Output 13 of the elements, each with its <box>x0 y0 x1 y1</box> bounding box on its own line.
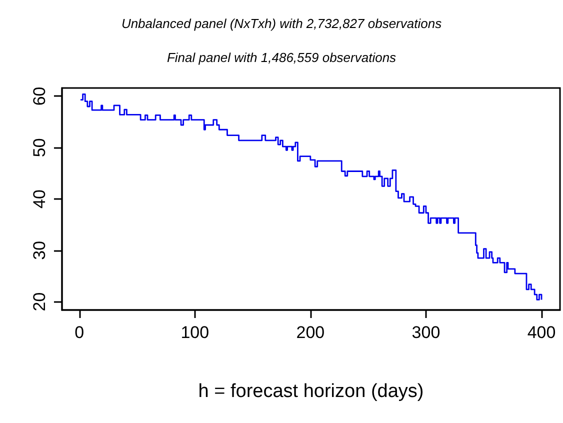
x-tick-label: 200 <box>296 323 325 342</box>
x-axis-title: h = forecast horizon (days) <box>198 381 424 402</box>
y-tick-label: 50 <box>30 138 49 158</box>
x-tick-label: 300 <box>412 323 440 342</box>
x-tick-label: 100 <box>180 323 210 342</box>
y-tick-label: 20 <box>30 292 49 312</box>
y-tick-label: 40 <box>30 190 49 208</box>
y-tick-label: 60 <box>30 86 49 106</box>
chart-subtitle: Final panel with 1,486,559 observations <box>166 50 397 65</box>
chart-title: Unbalanced panel (NxTxh) with 2,732,827 observations <box>121 16 442 31</box>
x-tick-label: 0 <box>74 323 84 342</box>
x-tick-label: 400 <box>527 323 556 342</box>
y-tick-label: 30 <box>30 240 49 260</box>
